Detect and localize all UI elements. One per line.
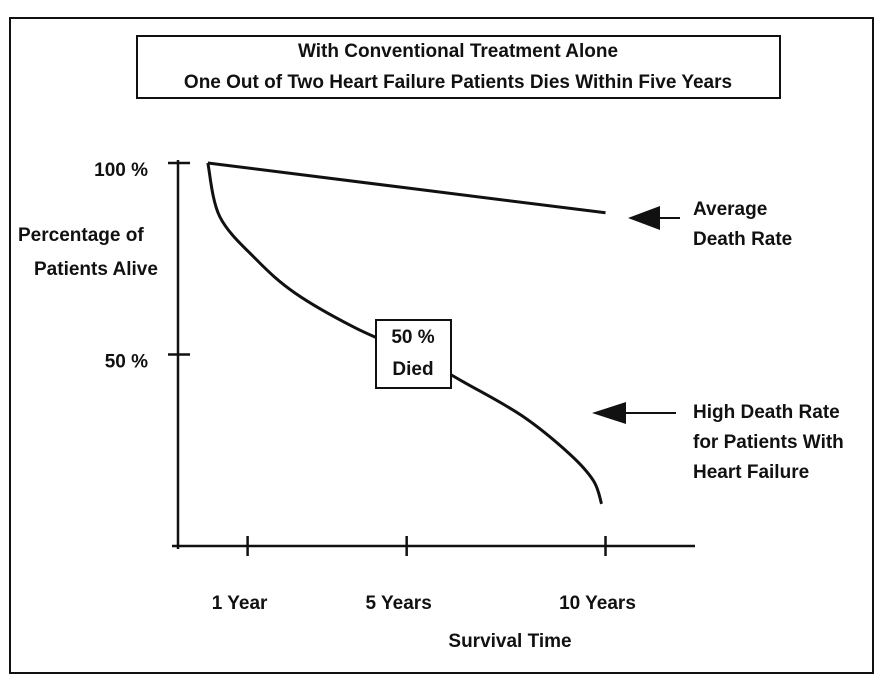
series-label: Average [693, 199, 767, 220]
line [207, 161, 606, 215]
annotation: Died [392, 359, 433, 380]
y-axis-label: Patients Alive [34, 259, 158, 280]
chart-subtitle: One Out of Two Heart Failure Patients Di… [184, 72, 732, 93]
y-tick-label: 50 % [105, 352, 148, 373]
annotation: 50 % [391, 327, 434, 348]
title-box [136, 35, 781, 99]
annotation-box [375, 319, 452, 389]
frame [9, 17, 874, 674]
series-label: High Death Rate [693, 402, 840, 423]
series-label: Heart Failure [693, 462, 809, 483]
x-tick-label: 1 Year [212, 593, 268, 614]
series-label: Death Rate [693, 229, 792, 250]
x-tick-label: 10 Years [559, 593, 636, 614]
y-tick-label: 100 % [94, 160, 148, 181]
arrow [592, 402, 676, 424]
arrow [628, 206, 680, 230]
y-axis-label: Percentage of [18, 225, 144, 246]
x-axis-label: Survival Time [448, 631, 571, 652]
series-label: for Patients With [693, 432, 844, 453]
chart-title: With Conventional Treatment Alone [298, 41, 618, 62]
x-tick-label: 5 Years [366, 593, 432, 614]
